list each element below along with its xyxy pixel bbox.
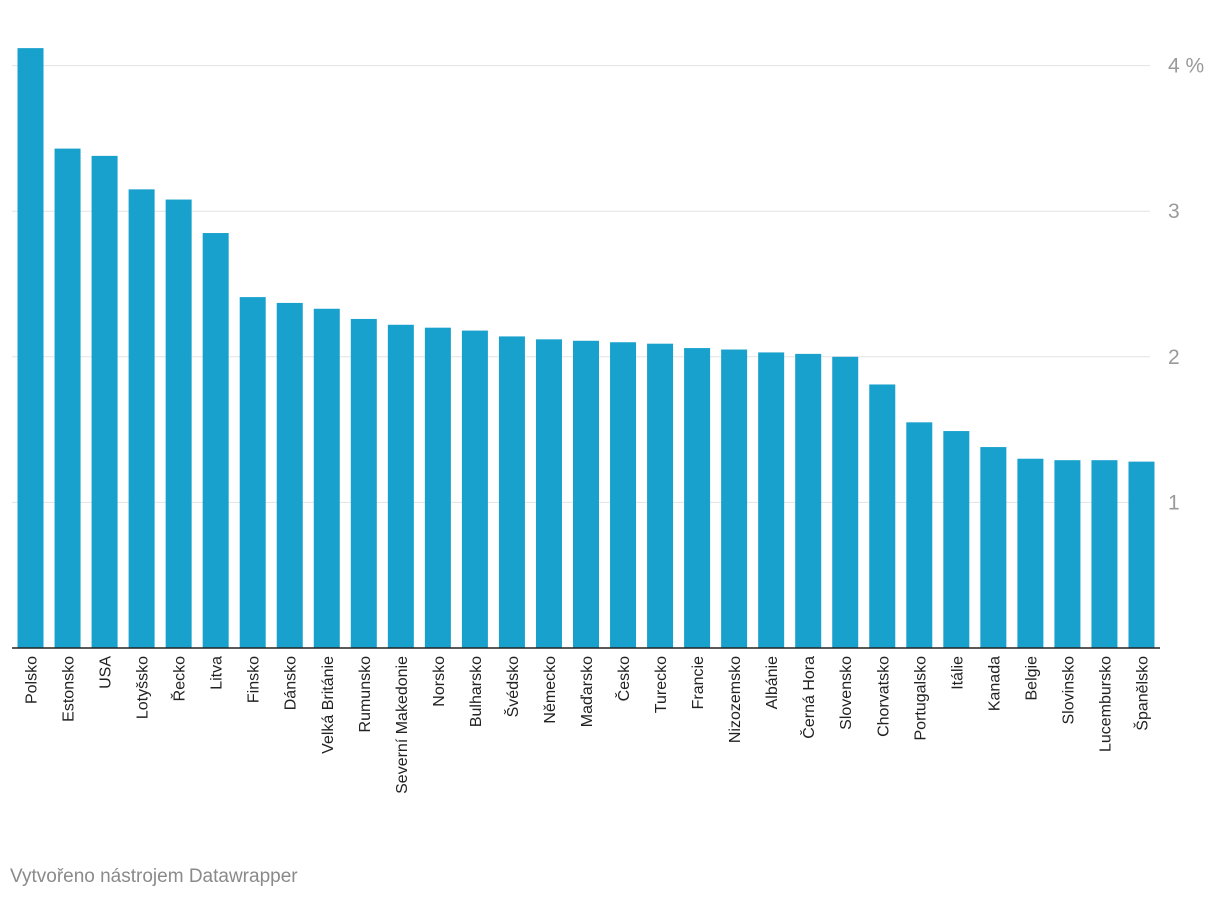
x-tick-label: Albánie (764, 656, 781, 709)
x-tick-label: Bulharsko (468, 656, 485, 727)
bar (128, 189, 155, 649)
bar (980, 447, 1007, 648)
x-tick-label: USA (98, 656, 115, 689)
x-tick-label: Belgie (1023, 656, 1040, 701)
bar (758, 352, 785, 648)
x-tick-label: Estonsko (61, 656, 78, 722)
bar (610, 342, 637, 648)
bar (239, 297, 266, 648)
bar (498, 336, 525, 648)
bar (276, 302, 303, 648)
y-tick-label: 4 % (1168, 55, 1204, 78)
bar (91, 155, 118, 648)
bar (202, 233, 229, 649)
x-tick-label: Kanada (986, 656, 1003, 711)
x-tick-label: Itálie (949, 656, 966, 690)
x-tick-label: Litva (209, 656, 226, 690)
bar (869, 384, 896, 648)
bar (313, 308, 340, 648)
x-tick-label: Dánsko (283, 656, 300, 710)
bar (165, 199, 192, 648)
x-tick-label: Velká Británie (320, 656, 337, 754)
bar (1017, 458, 1044, 648)
y-tick-label: 2 (1168, 346, 1180, 369)
bar (721, 349, 748, 648)
y-tick-label: 1 (1168, 491, 1180, 514)
bar (943, 431, 970, 648)
bar (647, 343, 674, 648)
x-tick-label: Severní Makedonie (394, 656, 411, 794)
x-tick-label: Rumunsko (357, 656, 374, 733)
x-tick-label: Česko (614, 656, 633, 701)
x-tick-label: Slovinsko (1060, 656, 1077, 725)
bars (17, 48, 1155, 649)
x-tick-label: Řecko (170, 656, 189, 701)
x-tick-label: Chorvatsko (875, 656, 892, 737)
y-tick-label: 3 (1168, 200, 1180, 223)
x-tick-label: Maďarsko (579, 656, 596, 727)
bar (832, 356, 859, 648)
x-tick-label: Norsko (431, 656, 448, 707)
x-tick-label: Portugalsko (912, 656, 929, 741)
bar (535, 339, 562, 648)
x-tick-label: Černá Hora (799, 656, 818, 739)
bar (906, 422, 933, 648)
x-tick-label: Německo (542, 656, 559, 724)
bar (424, 327, 451, 648)
x-tick-label: Lucembursko (1097, 656, 1114, 752)
bar (54, 148, 81, 649)
x-tick-label: Španělsko (1132, 656, 1151, 731)
x-axis-labels: Polsko Estonsko USA Lotyšsko Řecko Litva Finsk… (24, 656, 1152, 794)
y-axis-ticks: 1 2 3 4 % (1168, 55, 1204, 515)
x-tick-label: Polsko (24, 656, 41, 704)
bar (387, 324, 414, 648)
bar (684, 348, 711, 648)
bar (461, 330, 488, 648)
x-tick-label: Francie (690, 656, 707, 709)
bar (17, 48, 44, 649)
x-tick-label: Nizozemsko (727, 656, 744, 743)
x-tick-label: Slovensko (838, 656, 855, 730)
x-tick-label: Finsko (246, 656, 263, 703)
bar (350, 318, 377, 648)
x-tick-label: Švédsko (503, 656, 522, 717)
x-tick-label: Lotyšsko (135, 656, 152, 719)
bar (795, 353, 822, 648)
bar (1054, 460, 1081, 648)
bar (1091, 460, 1118, 648)
credit-text: Vytvořeno nástrojem Datawrapper (10, 866, 298, 887)
x-tick-label: Turecko (653, 656, 670, 713)
bar (1128, 461, 1155, 648)
bar (573, 340, 599, 648)
